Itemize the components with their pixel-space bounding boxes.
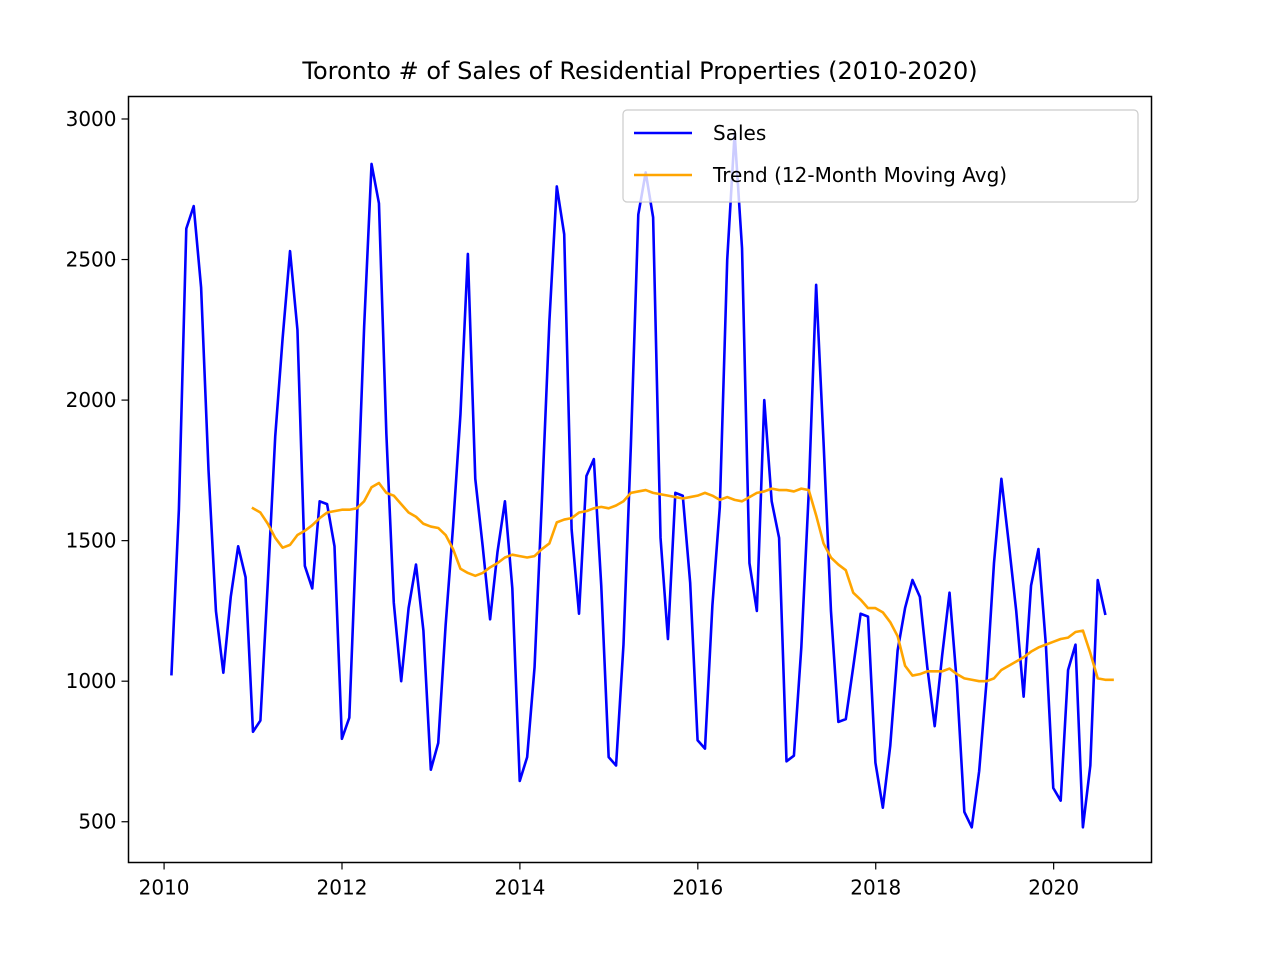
- x-tick-label: 2018: [850, 876, 901, 900]
- legend-box: [622, 109, 1139, 203]
- sales-series-line: [170, 131, 1107, 829]
- y-tick-label: 2500: [66, 248, 117, 272]
- legend-label: Trend (12-Month Moving Avg): [712, 163, 1007, 187]
- x-tick-label: 2012: [317, 876, 368, 900]
- x-tick-label: 2014: [494, 876, 545, 900]
- x-axis: 2010 2012 2014 2016 2018 2020: [139, 862, 1079, 900]
- y-tick-label: 2000: [66, 388, 117, 412]
- legend-label: Sales: [713, 121, 766, 145]
- y-axis: 500 1000 1500 2000 2500 3000: [66, 107, 129, 834]
- chart-title: Toronto # of Sales of Residential Proper…: [301, 57, 977, 85]
- plot-frame: [127, 95, 1153, 864]
- series-group: [170, 131, 1114, 829]
- y-tick-label: 500: [78, 810, 116, 834]
- y-tick-label: 1500: [66, 529, 117, 553]
- y-tick-label: 1000: [66, 669, 117, 693]
- trend-series-line: [251, 481, 1114, 683]
- x-tick-label: 2020: [1028, 876, 1079, 900]
- legend: Sales Trend (12-Month Moving Avg): [622, 109, 1139, 203]
- x-tick-label: 2010: [139, 876, 190, 900]
- x-tick-label: 2016: [672, 876, 723, 900]
- y-tick-label: 3000: [66, 107, 117, 131]
